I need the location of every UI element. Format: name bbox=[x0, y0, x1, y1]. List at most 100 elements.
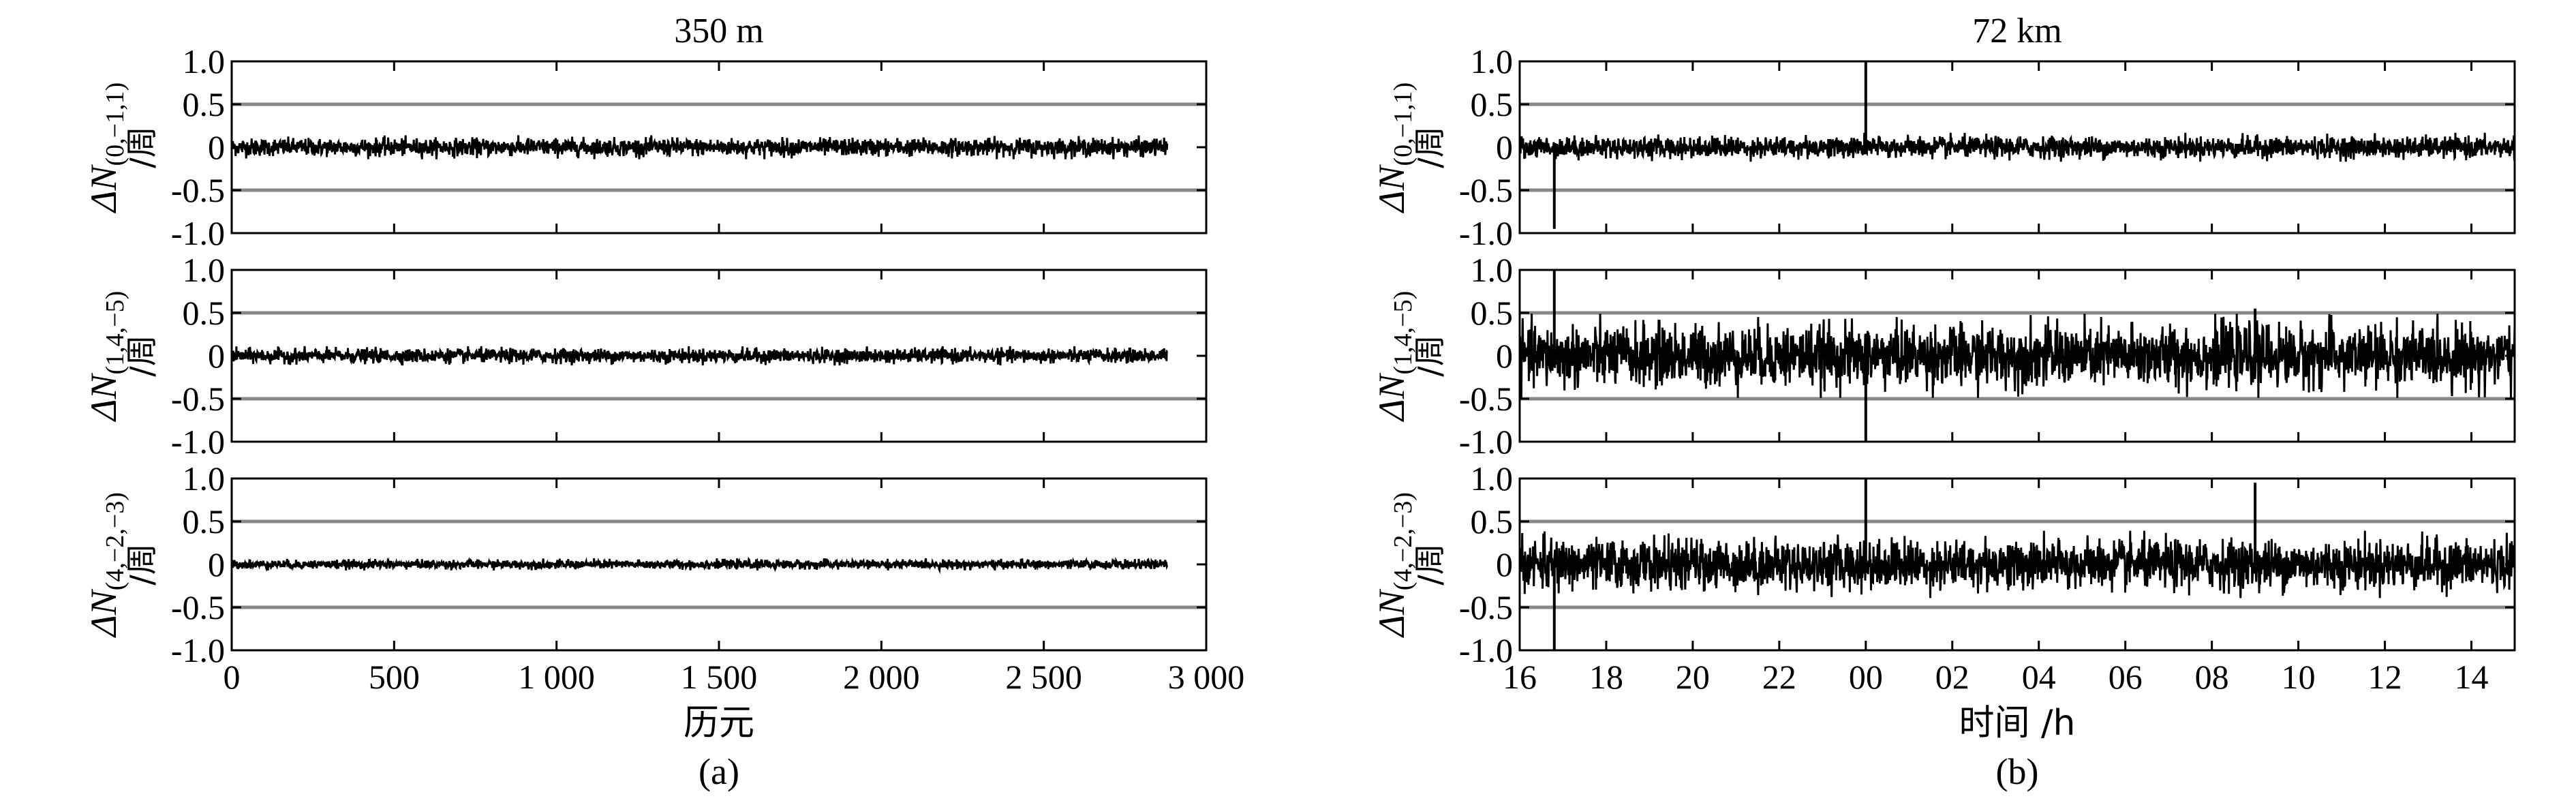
x-tick-label: 3 000 bbox=[1168, 658, 1245, 696]
y-tick-label: 0.5 bbox=[183, 294, 226, 332]
panel-title: 72 km bbox=[1972, 12, 2061, 50]
y-axis-unit: /周 bbox=[1411, 126, 1448, 168]
y-tick-label: 0 bbox=[208, 545, 225, 583]
y-axis-label: ΔN(4,−2,−3)/周 bbox=[1371, 492, 1448, 638]
y-axis-unit: /周 bbox=[123, 543, 160, 586]
y-tick-label: -0.5 bbox=[171, 171, 225, 209]
y-axis-symbol: ΔN(0,−1,1) bbox=[1371, 82, 1417, 213]
x-tick-label: 2 000 bbox=[843, 658, 920, 696]
chart-a: 350 m1.00.50-0.5-1.0ΔN(0,−1,1)/周1.00.50-… bbox=[83, 12, 1244, 792]
subplot-3: 1.0 0.5 0 -0.5 -1.0 ΔN(4,−2,−3)/周 bbox=[83, 459, 1208, 669]
y-tick-label: 0.5 bbox=[183, 502, 226, 541]
y-axis-symbol-text: ΔN bbox=[83, 373, 124, 423]
y-axis-symbol: ΔN(1,4,−5) bbox=[83, 291, 129, 422]
series-line bbox=[230, 346, 1168, 366]
y-tick-label: -0.5 bbox=[1459, 380, 1513, 418]
x-tick-label: 10 bbox=[2282, 658, 2316, 696]
x-axis-label: 时间 /h bbox=[1959, 703, 2075, 744]
y-tick-label: 0 bbox=[1496, 545, 1513, 583]
y-tick-label: 1.0 bbox=[183, 459, 226, 498]
x-tick-label: 500 bbox=[369, 658, 420, 696]
y-axis-symbol-text: ΔN bbox=[1371, 588, 1412, 638]
panel-title: 350 m bbox=[674, 12, 763, 50]
y-axis-label: ΔN(4,−2,−3)/周 bbox=[83, 492, 160, 638]
panel-caption: (a) bbox=[699, 751, 739, 792]
x-tick-label: 22 bbox=[1762, 658, 1796, 696]
y-axis-symbol-text: ΔN bbox=[1371, 373, 1412, 423]
y-axis-label: ΔN(1,4,−5)/周 bbox=[1371, 291, 1448, 422]
x-tick-label: 00 bbox=[1849, 658, 1883, 696]
y-tick-label: -1.0 bbox=[171, 631, 225, 669]
y-axis-label: ΔN(1,4,−5)/周 bbox=[83, 291, 160, 422]
y-axis-subscript: (0,−1,1) bbox=[1389, 82, 1417, 166]
y-axis-label: ΔN(0,−1,1)/周 bbox=[1371, 82, 1448, 213]
y-tick-label: -0.5 bbox=[171, 380, 225, 418]
y-axis-subscript: (0,−1,1) bbox=[101, 82, 129, 166]
y-tick-label: 0 bbox=[208, 337, 225, 375]
y-tick-label: 1.0 bbox=[1471, 251, 1514, 289]
chart-b: 72 km1.00.50-0.5-1.0ΔN(0,−1,1)/周1.00.50-… bbox=[1371, 12, 2516, 792]
panel-caption: (b) bbox=[1996, 751, 2039, 792]
y-axis-symbol-text: ΔN bbox=[83, 588, 124, 638]
subplot-3: 1.0 0.5 0 -0.5 -1.0 ΔN(4,−2,−3)/周 bbox=[1371, 459, 2516, 669]
y-tick-label: -1.0 bbox=[171, 423, 225, 461]
subplot-1: 1.0 0.5 0 -0.5 -1.0 ΔN(0,−1,1)/周 bbox=[83, 42, 1208, 252]
x-tick-label: 1 500 bbox=[681, 658, 758, 696]
x-tick-label: 1 000 bbox=[518, 658, 595, 696]
y-tick-label: -1.0 bbox=[171, 214, 225, 252]
x-tick-label: 02 bbox=[1935, 658, 1969, 696]
x-tick-label: 08 bbox=[2195, 658, 2229, 696]
series-line bbox=[230, 556, 1169, 575]
x-tick-label: 0 bbox=[224, 658, 241, 696]
subplot-1: 1.0 0.5 0 -0.5 -1.0 ΔN(0,−1,1)/周 bbox=[1371, 42, 2516, 252]
y-axis-subscript: (4,−2,−3) bbox=[101, 492, 129, 590]
series-line bbox=[1518, 314, 2516, 398]
y-tick-label: 0.5 bbox=[1471, 85, 1514, 123]
y-axis-unit: /周 bbox=[123, 126, 160, 168]
y-axis-symbol-text: ΔN bbox=[83, 164, 124, 214]
y-tick-label: 0 bbox=[1496, 337, 1513, 375]
y-axis-symbol: ΔN(0,−1,1) bbox=[83, 82, 129, 213]
y-tick-label: 1.0 bbox=[183, 42, 226, 80]
subplot-2: 1.0 0.5 0 -0.5 -1.0 ΔN(1,4,−5)/周 bbox=[83, 251, 1208, 461]
x-tick-label: 12 bbox=[2368, 658, 2402, 696]
series-line bbox=[1518, 132, 2516, 162]
x-tick-label: 06 bbox=[2109, 658, 2143, 696]
y-tick-label: 1.0 bbox=[183, 251, 226, 289]
x-tick-label: 18 bbox=[1589, 658, 1623, 696]
series-line bbox=[1518, 530, 2516, 598]
y-axis-subscript: (1,4,−5) bbox=[1389, 291, 1417, 375]
y-tick-label: 0 bbox=[208, 128, 225, 166]
x-tick-label: 16 bbox=[1503, 658, 1537, 696]
y-tick-label: 1.0 bbox=[1471, 42, 1514, 80]
x-tick-label: 20 bbox=[1676, 658, 1710, 696]
y-tick-label: -0.5 bbox=[171, 588, 225, 626]
y-axis-symbol: ΔN(4,−2,−3) bbox=[83, 492, 129, 638]
y-axis-unit: /周 bbox=[1411, 543, 1448, 586]
y-axis-unit: /周 bbox=[123, 335, 160, 377]
subplot-2: 1.0 0.5 0 -0.5 -1.0 ΔN(1,4,−5)/周 bbox=[1371, 251, 2516, 461]
y-tick-label: -0.5 bbox=[1459, 171, 1513, 209]
y-axis-symbol: ΔN(4,−2,−3) bbox=[1371, 492, 1417, 638]
y-tick-label: 0.5 bbox=[1471, 502, 1514, 541]
y-tick-label: -1.0 bbox=[1459, 214, 1513, 252]
y-axis-label: ΔN(0,−1,1)/周 bbox=[83, 82, 160, 213]
series-line bbox=[230, 135, 1169, 160]
y-axis-symbol: ΔN(1,4,−5) bbox=[1371, 291, 1417, 422]
y-tick-label: -1.0 bbox=[1459, 423, 1513, 461]
y-tick-label: -1.0 bbox=[1459, 631, 1513, 669]
y-axis-unit: /周 bbox=[1411, 335, 1448, 377]
y-axis-subscript: (1,4,−5) bbox=[101, 291, 129, 375]
y-axis-subscript: (4,−2,−3) bbox=[1389, 492, 1417, 590]
y-tick-label: 1.0 bbox=[1471, 459, 1514, 498]
x-axis-label: 历元 bbox=[684, 703, 754, 744]
x-tick-label: 04 bbox=[2022, 658, 2056, 696]
y-tick-label: 0.5 bbox=[1471, 294, 1514, 332]
y-tick-label: 0 bbox=[1496, 128, 1513, 166]
x-tick-label: 2 500 bbox=[1005, 658, 1082, 696]
x-tick-label: 14 bbox=[2455, 658, 2489, 696]
y-tick-label: 0.5 bbox=[183, 85, 226, 123]
y-axis-symbol-text: ΔN bbox=[1371, 164, 1412, 214]
y-tick-label: -0.5 bbox=[1459, 588, 1513, 626]
